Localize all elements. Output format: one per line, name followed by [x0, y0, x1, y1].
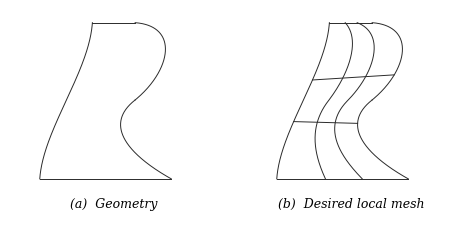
- Text: (b)  Desired local mesh: (b) Desired local mesh: [277, 198, 424, 211]
- Text: (a)  Geometry: (a) Geometry: [70, 198, 157, 211]
